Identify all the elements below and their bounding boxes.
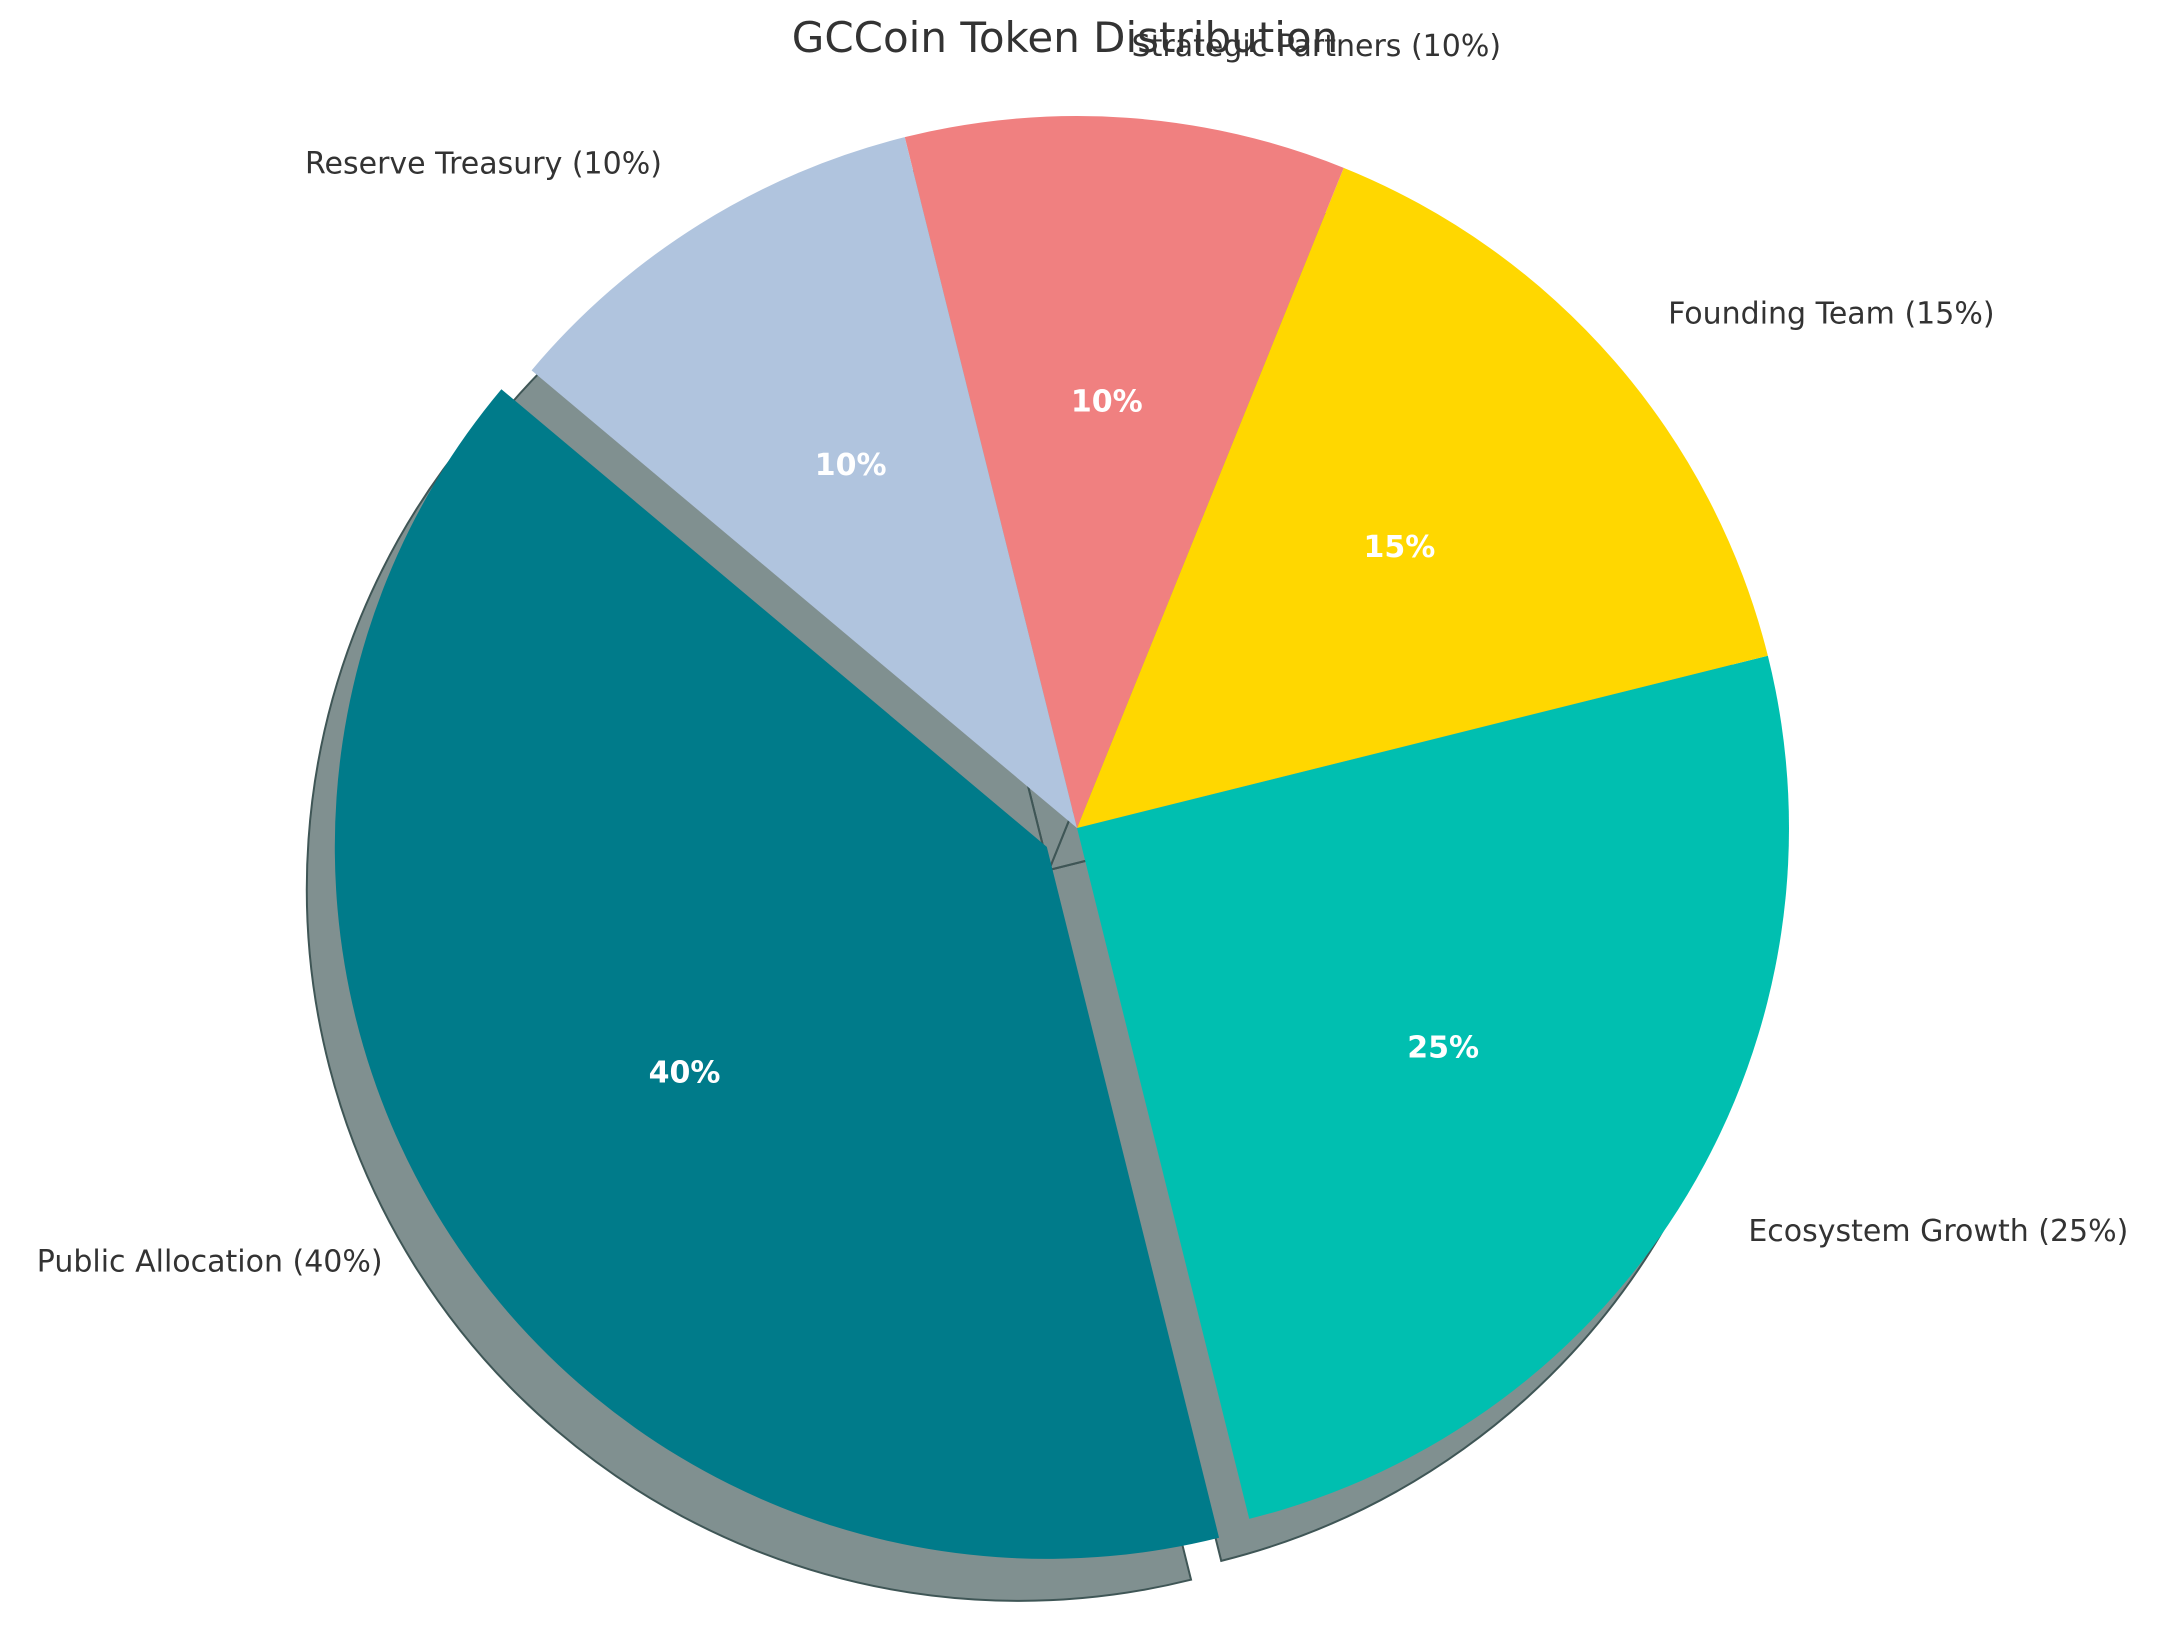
- slice-label-public-allocation: Public Allocation (40%): [37, 1244, 383, 1279]
- pct-label-founding-team: 15%: [1364, 530, 1436, 565]
- pct-label-reserve-treasury: 10%: [815, 448, 887, 483]
- slice-label-strategic-partners: Strategic Partners (10%): [1132, 29, 1501, 64]
- pie-slice-founding-team: [1077, 167, 1768, 828]
- slice-label-ecosystem-growth: Ecosystem Growth (25%): [1748, 1214, 2128, 1249]
- pct-label-strategic-partners: 10%: [1071, 384, 1143, 419]
- pie-slice-reserve-treasury: [531, 137, 1077, 829]
- slice-layer: [334, 116, 1789, 1559]
- pie-slice-ecosystem-growth: [1077, 655, 1789, 1519]
- chart-title: GCCoin Token Distribution: [792, 13, 1338, 62]
- pie-slice-public-allocation: [334, 389, 1220, 1559]
- label-layer: 40% Public Allocation (40%) 25% Ecosystem G…: [37, 29, 2129, 1279]
- pct-label-public-allocation: 40%: [649, 1056, 721, 1091]
- slice-label-reserve-treasury: Reserve Treasury (10%): [305, 146, 662, 181]
- slice-label-founding-team: Founding Team (15%): [1668, 297, 1994, 332]
- pct-label-ecosystem-growth: 25%: [1407, 1031, 1479, 1066]
- pie-slice-strategic-partners: [904, 116, 1344, 828]
